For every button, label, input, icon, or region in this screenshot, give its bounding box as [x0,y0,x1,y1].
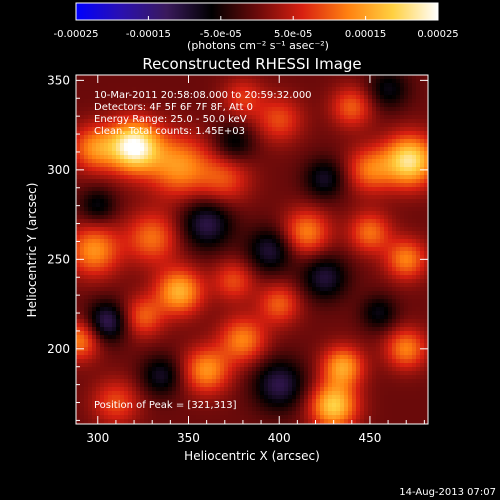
y-tick-label: 350 [47,73,70,87]
x-axis-label: Heliocentric X (arcsec) [184,449,320,463]
colorbar [75,2,439,21]
axis-ticks: 300 350 400 450 200 250 300 350 [47,73,428,445]
y-tick-label: 250 [47,252,70,266]
colorbar-tick-label: -0.00025 [54,29,99,40]
y-tick-label: 200 [47,342,70,356]
annotation-detectors: Detectors: 4F 5F 6F 7F 8F, Att 0 [94,102,253,113]
annotation-energy-range: Energy Range: 25.0 - 50.0 keV [94,114,247,125]
colorbar-unit-label: (photons cm⁻² s⁻¹ asec⁻²) [187,39,329,52]
annotation-total-counts: Clean. Total counts: 1.45E+03 [94,126,245,137]
chart-title: Reconstructed RHESSI Image [142,55,361,73]
x-tick-label: 350 [177,431,200,445]
x-tick-label: 450 [358,431,381,445]
y-axis-label: Heliocentric Y (arcsec) [25,183,39,318]
plot-frame [75,74,429,425]
heatmap-image [76,75,428,424]
colorbar-tick-label: -5.0e-05 [200,29,242,40]
x-tick-label: 300 [86,431,109,445]
y-tick-label: 300 [47,163,70,177]
colorbar-tick-label: 5.0e-05 [274,29,312,40]
annotation-peak-position: Position of Peak = [321,313] [94,400,237,411]
colorbar-ticks: -0.00025 -0.00015 -5.0e-05 5.0e-05 0.00015 0.… [54,16,459,40]
colorbar-tick-label: 0.00025 [417,29,458,40]
x-tick-label: 400 [268,431,291,445]
footer-timestamp: 14-Aug-2013 07:07 [399,487,496,498]
colorbar-tick-label: 0.00015 [345,29,386,40]
annotation-time-range: 10-Mar-2011 20:58:08.000 to 20:59:32.000 [94,90,312,101]
colorbar-tick-label: -0.00015 [126,29,171,40]
